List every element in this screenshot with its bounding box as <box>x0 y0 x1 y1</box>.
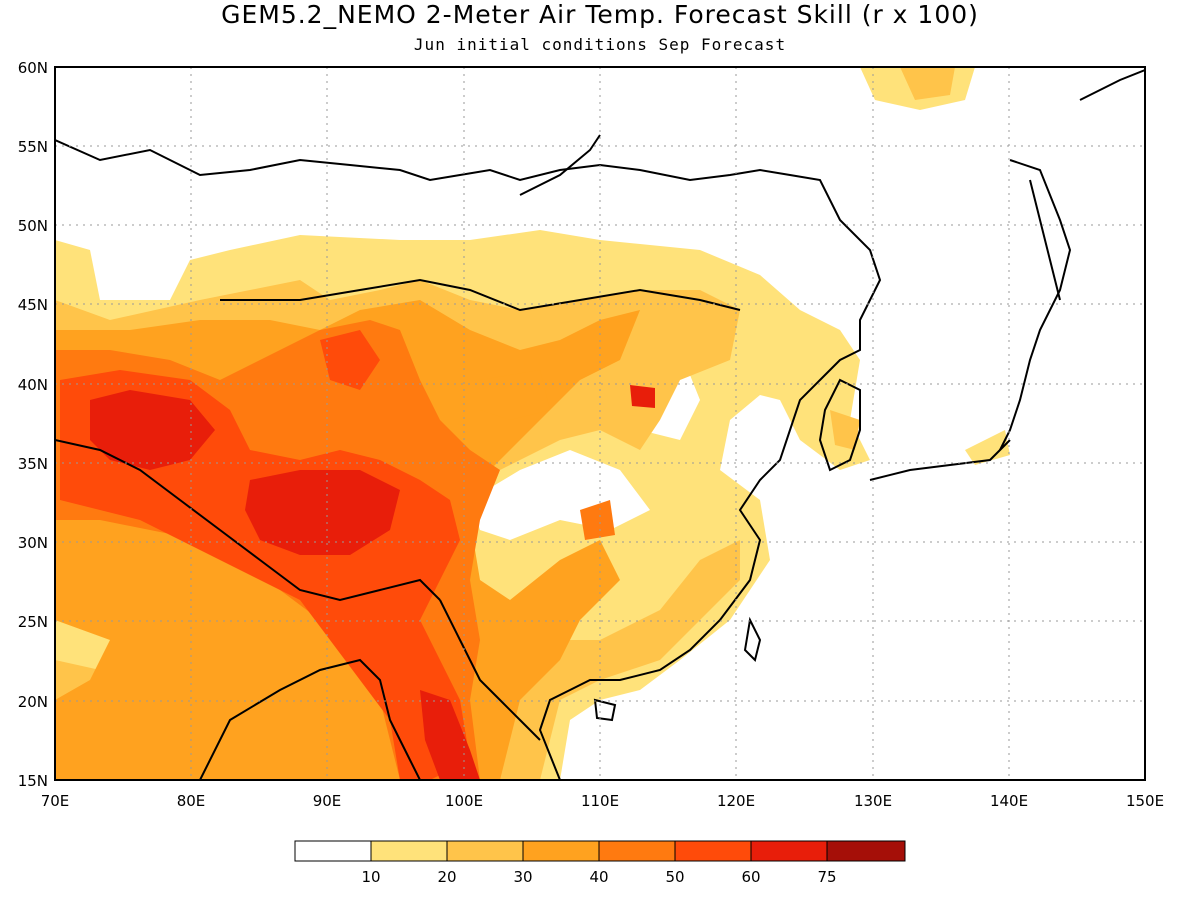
lat-tick-label: 55N <box>18 138 48 156</box>
lat-tick-label: 30N <box>18 534 48 552</box>
lat-tick-label: 50N <box>18 217 48 235</box>
lon-tick-label: 120E <box>717 792 755 810</box>
skill-region-60-75-b <box>245 470 400 555</box>
skill-field <box>55 67 1010 780</box>
skill-region-20-30-korea <box>830 410 860 450</box>
lon-tick-label: 140E <box>990 792 1028 810</box>
coastline-japan-south <box>869 439 1011 481</box>
lat-tick-label: 15N <box>18 772 48 790</box>
colorbar-label: 30 <box>513 868 532 886</box>
colorbar-label: 75 <box>817 868 836 886</box>
coastline-sakhalin <box>1029 179 1061 301</box>
skill-region-30-40-b <box>480 370 550 420</box>
skill-region-60-75 <box>90 390 215 470</box>
border-indochina <box>439 599 541 741</box>
skill-region-50-60-ne <box>320 330 380 390</box>
lon-tick-label: 100E <box>445 792 483 810</box>
colorbar-swatch <box>826 840 906 862</box>
lon-tick-label: 80E <box>177 792 206 810</box>
skill-region-40-50-b <box>580 500 615 540</box>
lon-tick-label: 130E <box>854 792 892 810</box>
coastline-india <box>199 658 421 780</box>
lat-tick-label: 45N <box>18 296 48 314</box>
coastline-baikal <box>519 134 601 196</box>
colorbar-swatch <box>446 840 524 862</box>
lon-tick-label: 90E <box>313 792 342 810</box>
lon-tick-label: 70E <box>41 792 70 810</box>
skill-region-20-30-top <box>900 67 955 100</box>
border-mongolia <box>220 278 741 312</box>
map-subtitle: Jun initial conditions Sep Forecast <box>413 35 787 54</box>
coastline-mainland <box>55 139 882 780</box>
colorbar-label: 10 <box>361 868 380 886</box>
colorbar-swatch <box>598 840 676 862</box>
skill-region-10-20-japan <box>965 430 1010 465</box>
colorbar-swatch <box>294 840 372 862</box>
lon-tick-label: 150E <box>1126 792 1164 810</box>
lon-tick-label: 110E <box>581 792 619 810</box>
lat-axis: 60N 55N 50N 45N 40N 35N 30N 25N 20N 15N <box>18 59 48 790</box>
colorbar-label: 20 <box>437 868 456 886</box>
lat-tick-label: 25N <box>18 613 48 631</box>
skill-region-60-75-d <box>630 385 655 408</box>
colorbar-label: 50 <box>665 868 684 886</box>
lon-axis: 70E 80E 90E 100E 110E 120E 130E 140E 150… <box>41 792 1164 810</box>
colorbar-swatch <box>674 840 752 862</box>
colorbar: 10 20 30 40 50 60 75 <box>294 840 906 886</box>
colorbar-swatch <box>370 840 448 862</box>
skill-region-60-75-c <box>420 690 480 780</box>
colorbar-swatch <box>522 840 600 862</box>
colorbar-label: 40 <box>589 868 608 886</box>
skill-region-50-60 <box>60 370 470 780</box>
coastline-taiwan <box>743 616 762 662</box>
map-frame <box>54 66 1146 781</box>
coastline-kamchatka <box>1079 69 1145 101</box>
map-title: GEM5.2_NEMO 2-Meter Air Temp. Forecast S… <box>221 0 979 29</box>
lat-tick-label: 20N <box>18 693 48 711</box>
coastline-japan-north <box>999 159 1072 451</box>
colorbar-label: 60 <box>741 868 760 886</box>
lat-tick-label: 40N <box>18 376 48 394</box>
coastline-korea <box>818 378 861 472</box>
coastline-hainan <box>593 698 617 722</box>
lat-tick-label: 60N <box>18 59 48 77</box>
colorbar-swatch <box>750 840 828 862</box>
lat-tick-label: 35N <box>18 455 48 473</box>
